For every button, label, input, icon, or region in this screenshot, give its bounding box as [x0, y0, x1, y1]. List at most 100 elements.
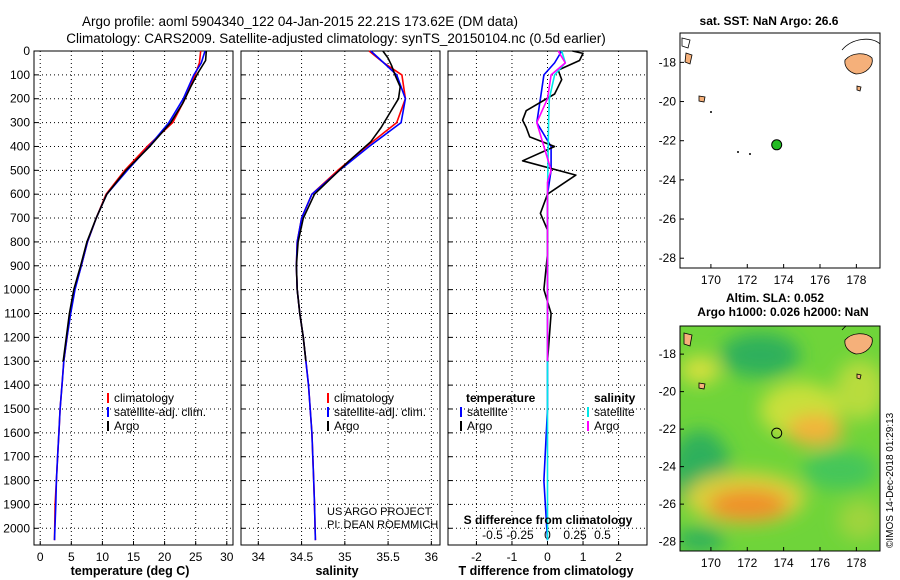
- profile-location-marker: [771, 139, 783, 151]
- sst-map: sat. SST: NaN Argo: 26.6 170 172 174 176 178…: [659, 14, 881, 287]
- sal-legend-swatch-satellite: [327, 407, 329, 417]
- sst-map-frame: [679, 32, 881, 269]
- t-difference-label: T difference from climatology: [458, 564, 633, 578]
- map-x-tick-label: 170: [701, 273, 721, 287]
- map-x-tick-label: 176: [810, 556, 830, 570]
- temperature-panel: 0100200300400500600700800900100011001200…: [3, 44, 233, 578]
- depth-tick-label: 100: [10, 68, 30, 82]
- sal-legend-label-climatology: climatology: [334, 391, 394, 405]
- x-tick-label: 0: [544, 550, 551, 564]
- sal-legend-swatch-climatology: [327, 393, 329, 403]
- sst-map-title: sat. SST: NaN Argo: 26.6: [700, 14, 839, 28]
- x-tick-label: 30: [220, 550, 234, 564]
- map-x-tick-label: 170: [701, 556, 721, 570]
- sst-map-land: [681, 37, 881, 155]
- x-tick-label: 15: [127, 550, 141, 564]
- coast-line: [841, 326, 847, 331]
- sst-map-ticks: 170 172 174 176 178 -18 -20 -22 -24 -26 -28: [659, 55, 867, 287]
- legend-label-argo: Argo: [114, 419, 140, 433]
- s-tick-label: 0.25: [563, 528, 587, 542]
- altimetry-map: Altim. SLA: 0.052 Argo h1000: 0.026 h200…: [659, 291, 881, 570]
- x-tick-label: 10: [96, 550, 110, 564]
- legend-label-t-satellite: satellite: [467, 405, 508, 419]
- map-y-tick-label: -24: [659, 460, 677, 474]
- legend-swatch-satellite: [107, 407, 109, 417]
- depth-tick-label: 1300: [3, 354, 30, 368]
- legend-swatch-t-satellite: [460, 407, 462, 417]
- x-tick-label: 34.5: [290, 550, 314, 564]
- salinity-panel: 34 34.5 35 35.5 36 climatology satellite-adj…: [240, 50, 441, 578]
- legend-swatch-s-satellite: [587, 407, 589, 417]
- x-tick-label: 20: [158, 550, 172, 564]
- salinity-axes-frame: [240, 50, 441, 546]
- s-tick-label: 0.5: [594, 528, 611, 542]
- salinity-x-label: salinity: [315, 564, 358, 578]
- depth-tick-labels: 0 100 200 300 400 500 600 700 800 900 1000 1100 1200…: [3, 44, 30, 535]
- legend-label-s-argo: Argo: [594, 419, 620, 433]
- depth-tick-label: 200: [10, 92, 30, 106]
- figure-title-line1: Argo profile: aoml 5904340_122 04-Jan-20…: [82, 14, 518, 29]
- difference-legend: temperature salinity satellite Argo sate…: [460, 391, 636, 433]
- map-x-tick-label: 178: [846, 556, 866, 570]
- map-y-tick-label: -28: [659, 251, 677, 265]
- series-line-s-argo: [535, 50, 567, 362]
- small-island: [698, 95, 706, 103]
- legend-title-salinity: salinity: [594, 391, 636, 405]
- sla-heatmap: [680, 326, 880, 551]
- series-line-satellite-adj-clim-: [295, 50, 407, 541]
- legend-swatch-s-argo: [587, 421, 589, 431]
- legend-title-temperature: temperature: [466, 391, 536, 405]
- depth-tick-label: 1400: [3, 378, 30, 392]
- altimetry-map-frame: [679, 325, 881, 552]
- difference-series: [521, 50, 584, 541]
- map-y-tick-label: -20: [659, 385, 677, 399]
- x-tick-label: 1: [580, 550, 587, 564]
- series-line-argo: [62, 50, 208, 362]
- salinity-series: [295, 50, 407, 541]
- x-tick-label: -2: [471, 550, 482, 564]
- series-line-s-satellite: [546, 50, 567, 541]
- depth-tick-label: 0: [23, 44, 30, 58]
- temperature-x-label: temperature (deg C): [71, 564, 190, 578]
- depth-tick-label: 1200: [3, 330, 30, 344]
- map-y-tick-label: -22: [659, 422, 677, 436]
- small-island: [856, 85, 862, 92]
- s-difference-ticks: -0.5 -0.25 0 0.25 0.5: [482, 528, 611, 542]
- legend-label-t-argo: Argo: [467, 419, 493, 433]
- x-tick-label: 36: [425, 550, 439, 564]
- salinity-grid: [241, 50, 440, 545]
- islet: [737, 151, 739, 153]
- vanuatu-island: [683, 332, 693, 347]
- x-tick-label: 2: [615, 550, 622, 564]
- depth-tick-label: 800: [10, 235, 30, 249]
- salinity-legend: climatology satellite-adj. clim. Argo: [327, 391, 426, 433]
- sal-legend-label-satellite: satellite-adj. clim.: [334, 405, 426, 419]
- pi-annotation: PI: DEAN ROEMMICH: [327, 519, 438, 531]
- temperature-axes-frame: [33, 50, 234, 546]
- s-tick-label: -0.5: [482, 528, 503, 542]
- map-x-tick-label: 176: [810, 273, 830, 287]
- x-tick-label: 0: [37, 550, 44, 564]
- s-tick-label: -0.25: [506, 528, 534, 542]
- sal-legend-label-argo: Argo: [334, 419, 360, 433]
- small-island: [698, 382, 706, 390]
- map-y-tick-label: -28: [659, 535, 677, 549]
- x-tick-label: 25: [189, 550, 203, 564]
- salinity-x-ticks: 34 34.5 35 35.5 36: [252, 541, 439, 564]
- t-difference-x-ticks: -2 -1 0 1 2: [471, 541, 622, 564]
- altimetry-map-title-line2: Argo h1000: 0.026 h2000: NaN: [697, 305, 868, 319]
- depth-tick-label: 1000: [3, 283, 30, 297]
- map-x-tick-label: 174: [774, 556, 794, 570]
- difference-panel: -2 -1 0 1 2 -0.5 -0.25 0 0.25 0.5 temperature sa…: [447, 50, 648, 578]
- altimetry-map-ticks: 170 172 174 176 178 -18 -20 -22 -24 -26 -28: [659, 347, 867, 570]
- temperature-series: [53, 50, 208, 541]
- map-y-tick-label: -18: [659, 55, 677, 69]
- islet: [749, 153, 751, 155]
- small-island: [856, 373, 862, 380]
- legend-swatch-t-argo: [460, 421, 462, 431]
- fiji-island: [844, 53, 873, 75]
- depth-tick-label: 2000: [3, 521, 30, 535]
- legend-label-s-satellite: satellite: [594, 405, 635, 419]
- depth-tick-label: 1500: [3, 402, 30, 416]
